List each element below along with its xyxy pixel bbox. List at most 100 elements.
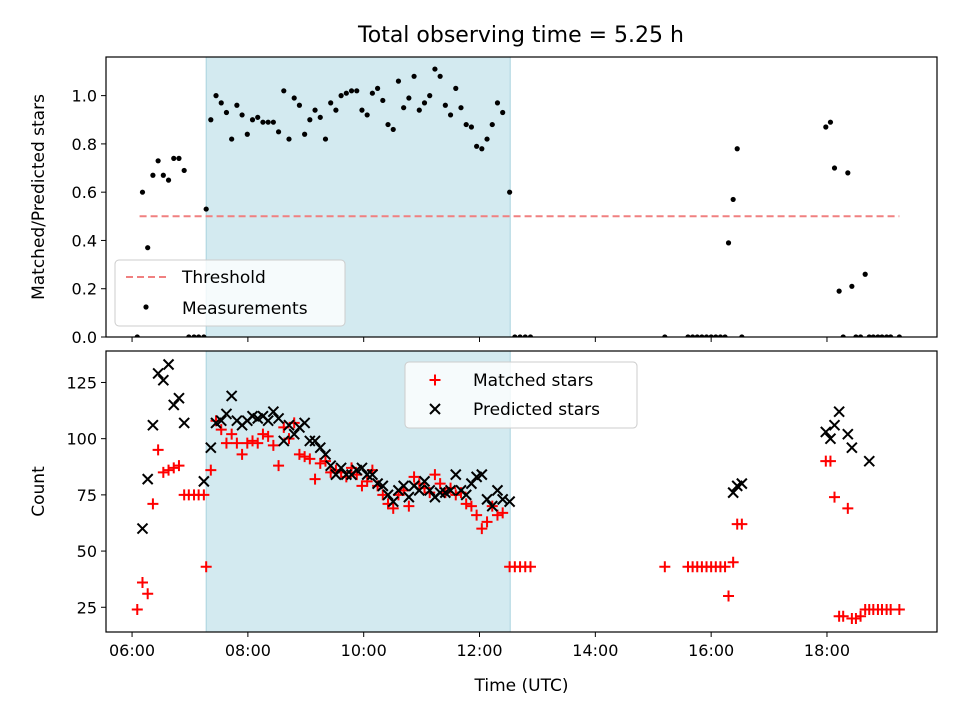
measurement-point [369,90,375,96]
matched-star-point [293,448,305,460]
measurement-point [307,117,313,123]
y-tick-label: 0.4 [72,231,97,250]
measurement-point [270,119,276,125]
predicted-star-point [481,493,493,506]
measurement-point [333,107,339,113]
y-axis-label: Count [29,466,49,517]
predicted-star-point [147,419,159,431]
measurement-point [896,334,902,337]
measurement-point [244,131,250,137]
measurement-point [160,172,166,178]
matched-star-point [829,491,840,503]
predicted-star-point [450,468,462,481]
measurement-point [275,129,282,135]
matched-star-point [210,415,222,427]
measurement-point [395,78,402,84]
measurement-point [265,119,271,125]
matched-star-point [299,451,311,463]
measurement-point [296,102,303,108]
measurement-point [522,334,528,337]
measurement-point [489,121,495,128]
predicted-star-point [833,405,845,418]
measurement-point [203,206,209,212]
matched-star-point [842,502,854,514]
series-measurements [134,66,902,337]
predicted-star-point [842,428,854,440]
measurement-point [201,334,207,337]
measurement-point [249,117,256,123]
measurement-point [870,334,876,337]
measurement-point [218,100,224,106]
measurement-point [849,283,855,289]
measurement-point [171,155,177,161]
matched-star-point [267,439,279,451]
matched-star-point [131,604,143,616]
measurement-point [406,95,412,101]
measurement-point [734,146,740,152]
matched-star-point [736,518,748,530]
x-tick-label: 16:00 [688,641,734,660]
matched-star-point [205,464,217,476]
matched-star-point [855,610,867,622]
predicted-star-point [168,399,180,411]
measurement-point [317,114,323,120]
predicted-star-point [162,358,175,371]
measurement-point [662,334,668,337]
measurement-point [884,334,890,337]
predicted-star-point [846,441,858,454]
measurement-point [517,334,523,337]
matched-star-point [257,428,269,440]
axes-frame [105,56,938,338]
predicted-star-point [141,473,154,485]
measurement-point [713,334,719,337]
measurement-point [836,288,842,294]
matched-star-point [491,509,503,521]
matched-star-point [434,478,446,490]
y-tick-label: 0.0 [72,328,97,347]
predicted-star-point [205,441,217,454]
predicted-star-point [387,495,399,508]
measurement-point [354,88,360,94]
predicted-star-point [496,493,509,506]
predicted-star-point [267,405,280,418]
legend-predicted-label: Predicted stars [473,400,600,420]
predicted-star-point [198,475,210,488]
predicted-star-point [314,441,326,454]
matched-star-point [723,590,735,602]
predicted-star-point [486,500,498,512]
predicted-star-point [335,462,347,474]
predicted-star-point [824,432,837,445]
predicted-star-point [382,489,394,501]
measurement-point [281,88,287,94]
predicted-star-point [225,390,238,402]
matched-star-point [403,500,415,512]
measurement-point [527,334,534,337]
y-tick-label: 1.0 [72,87,97,106]
matched-star-point [408,471,420,483]
measurement-point [390,126,396,133]
legend-measurements-swatch [143,304,149,310]
y-tick-label: 50 [77,542,97,561]
measurement-point [176,155,182,161]
matched-star-point [824,455,836,467]
y-tick-label: 100 [66,430,97,449]
measurement-point [879,334,885,337]
measurement-point [165,177,172,183]
measurement-point [494,100,501,106]
measurement-point [155,158,161,164]
matched-star-point [659,561,671,573]
matched-star-point [200,561,212,573]
legend: Matched stars Predicted stars [404,361,638,429]
matched-star-point [471,509,483,521]
top-panel: 0.0 0.2 0.4 0.6 0.8 1.0 Matched/Predicted star… [29,56,938,347]
measurement-point [722,334,728,337]
legend-frame [404,361,638,429]
legend: Threshold Measurements [114,259,346,327]
matched-star-point [719,561,731,573]
measurement-point [302,131,308,137]
legend-measurements-label: Measurements [182,299,308,319]
measurement-point [690,334,696,337]
measurement-point [260,119,266,125]
y-tick-label: 0.2 [72,280,97,299]
